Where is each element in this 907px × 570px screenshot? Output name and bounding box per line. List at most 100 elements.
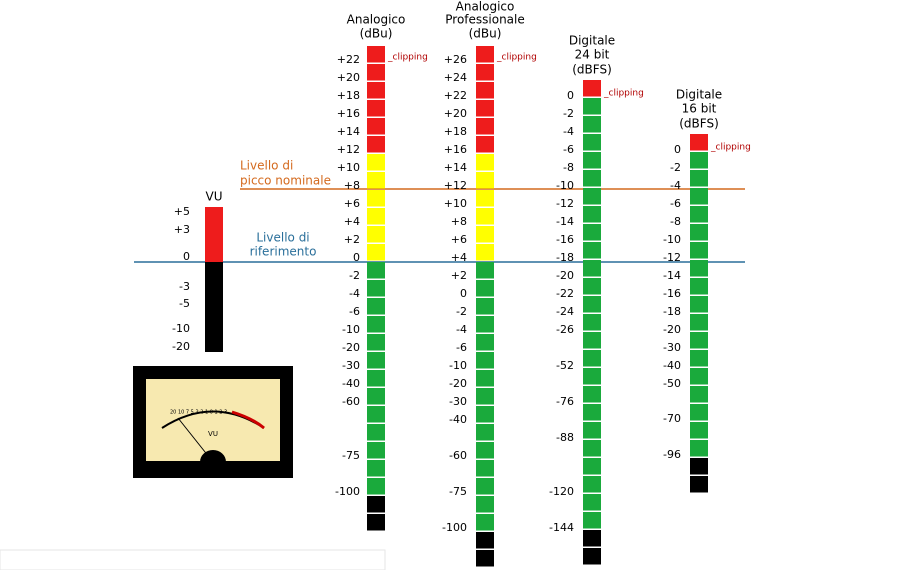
scale-label: -30 xyxy=(342,359,360,372)
scale-label: -30 xyxy=(449,395,467,408)
segment xyxy=(583,242,601,259)
scale-label: -22 xyxy=(556,287,574,300)
scale-label: -40 xyxy=(663,359,681,372)
segment xyxy=(583,206,601,223)
segment xyxy=(583,224,601,241)
segment xyxy=(583,386,601,403)
segment xyxy=(583,350,601,367)
scale-label: -16 xyxy=(556,233,574,246)
segment xyxy=(476,496,494,513)
column-title: (dBu) xyxy=(360,27,393,41)
segment xyxy=(476,424,494,441)
segment xyxy=(690,206,708,223)
scale-label: +12 xyxy=(337,143,360,156)
segment xyxy=(476,172,494,189)
segment xyxy=(367,514,385,531)
segment xyxy=(476,532,494,549)
scale-label: +22 xyxy=(444,89,467,102)
column-title: Analogico xyxy=(456,0,515,14)
vu-label: 0 xyxy=(183,250,190,263)
svg-text:20 10 7 5 3 2 1 0 1 2 3: 20 10 7 5 3 2 1 0 1 2 3 xyxy=(170,410,227,416)
scale-label: -26 xyxy=(556,323,574,336)
segment xyxy=(690,350,708,367)
column-title: (dBu) xyxy=(469,27,502,41)
segment xyxy=(476,118,494,135)
segment xyxy=(583,314,601,331)
scale-label: +2 xyxy=(451,269,467,282)
segment xyxy=(476,100,494,117)
segment xyxy=(476,316,494,333)
scale-label: +26 xyxy=(444,53,467,66)
scale-label: -2 xyxy=(349,269,360,282)
scale-label: -52 xyxy=(556,359,574,372)
scale-label: -120 xyxy=(549,485,574,498)
scale-label: -18 xyxy=(663,305,681,318)
segment xyxy=(367,334,385,351)
scale-label: -6 xyxy=(563,143,574,156)
scale-label: -10 xyxy=(663,233,681,246)
segment xyxy=(367,298,385,315)
segment xyxy=(476,406,494,423)
segment xyxy=(367,244,385,261)
scale-label: -10 xyxy=(556,179,574,192)
scale-label: -88 xyxy=(556,431,574,444)
segment xyxy=(476,280,494,297)
scale-label: +8 xyxy=(344,179,360,192)
segment xyxy=(476,550,494,567)
scale-label: -20 xyxy=(449,377,467,390)
segment xyxy=(476,154,494,171)
scale-label: +8 xyxy=(451,215,467,228)
peak-annotation: Livello di xyxy=(240,159,293,173)
scale-label: -10 xyxy=(342,323,360,336)
scale-label: -40 xyxy=(449,413,467,426)
scale-label: +10 xyxy=(444,197,467,210)
segment xyxy=(367,208,385,225)
segment xyxy=(583,296,601,313)
scale-label: -75 xyxy=(342,449,360,462)
scale-label: -16 xyxy=(663,287,681,300)
segment xyxy=(476,82,494,99)
segment xyxy=(583,368,601,385)
segment xyxy=(690,170,708,187)
scale-label: -4 xyxy=(563,125,574,138)
column-title: (dBFS) xyxy=(572,63,612,77)
svg-text:VU: VU xyxy=(208,430,218,438)
segment xyxy=(367,190,385,207)
scale-label: -75 xyxy=(449,485,467,498)
segment xyxy=(367,478,385,495)
segment xyxy=(583,152,601,169)
scale-label: -100 xyxy=(335,485,360,498)
segment xyxy=(583,548,601,565)
segment xyxy=(476,190,494,207)
segment xyxy=(367,424,385,441)
scale-label: -2 xyxy=(670,161,681,174)
scale-label: -96 xyxy=(663,448,681,461)
column-title: Professionale xyxy=(445,13,525,27)
segment xyxy=(367,370,385,387)
segment xyxy=(367,82,385,99)
column-title: Analogico xyxy=(347,13,406,27)
scale-label: -4 xyxy=(456,323,467,336)
scale-label: -60 xyxy=(342,395,360,408)
scale-label: +6 xyxy=(344,197,360,210)
segment xyxy=(476,298,494,315)
scale-label: +22 xyxy=(337,53,360,66)
segment xyxy=(367,316,385,333)
segment xyxy=(583,332,601,349)
segment xyxy=(367,406,385,423)
vu-red xyxy=(205,207,223,262)
segment xyxy=(367,460,385,477)
segment xyxy=(367,442,385,459)
vu-label: -10 xyxy=(172,322,190,335)
segment xyxy=(690,440,708,457)
scale-label: -50 xyxy=(663,377,681,390)
segment xyxy=(367,226,385,243)
segment xyxy=(367,352,385,369)
segment xyxy=(583,458,601,475)
scale-label: -8 xyxy=(563,161,574,174)
segment xyxy=(367,64,385,81)
segment xyxy=(690,332,708,349)
scale-label: +16 xyxy=(444,143,467,156)
scale-label: -2 xyxy=(563,107,574,120)
